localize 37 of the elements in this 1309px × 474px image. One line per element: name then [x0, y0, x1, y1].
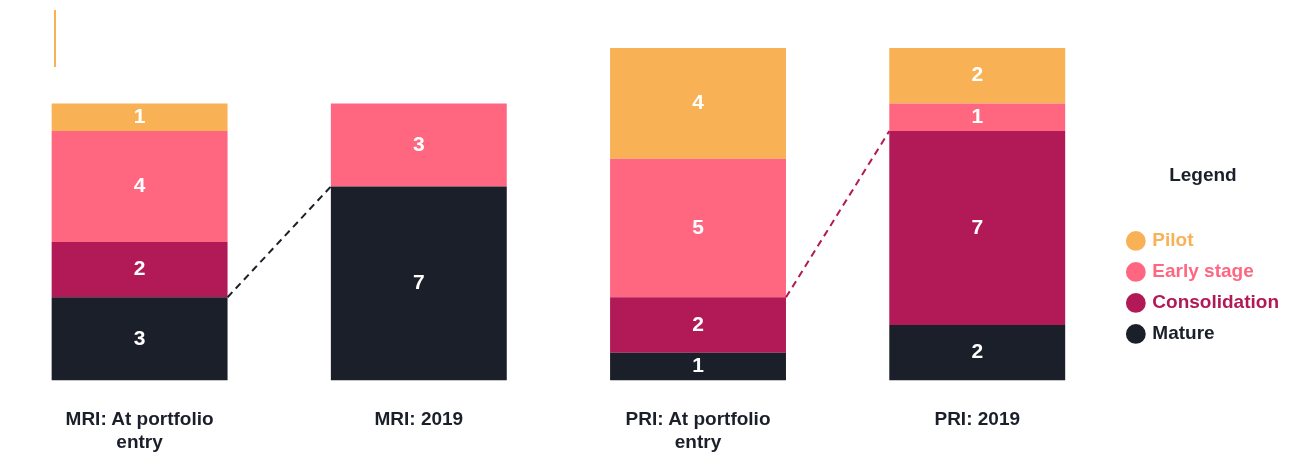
bar — [51, 103, 228, 132]
data-label: 2 — [971, 339, 984, 363]
bar — [51, 131, 228, 242]
bar — [610, 158, 786, 298]
bar — [889, 103, 1066, 132]
x-tick-label: PRI: 2019 — [934, 408, 1021, 430]
data-label: 1 — [971, 104, 984, 128]
bar — [889, 325, 1066, 381]
bar — [610, 297, 786, 353]
legend-label: Consolidation — [1152, 291, 1279, 313]
bar — [889, 131, 1066, 325]
data-label: 2 — [692, 311, 704, 335]
data-label: 4 — [133, 173, 146, 197]
data-label: 2 — [133, 256, 146, 280]
legend-title: Legend — [1169, 164, 1237, 186]
data-label: 4 — [692, 90, 705, 114]
data-label: 3 — [133, 325, 146, 349]
legend-label: Mature — [1152, 322, 1215, 344]
data-label: 1 — [692, 353, 705, 377]
bar — [610, 48, 786, 159]
data-label: 2 — [971, 62, 984, 86]
bar — [51, 241, 228, 298]
x-tick-label: PRI: At portfolio entry — [625, 408, 771, 452]
bar — [51, 297, 228, 381]
x-tick-label: MRI: At portfolio entry — [65, 408, 214, 452]
bar — [330, 103, 507, 187]
data-label: 7 — [412, 270, 425, 294]
data-label: 5 — [692, 214, 705, 238]
data-label: 1 — [133, 104, 146, 128]
bar — [610, 352, 786, 381]
legend-label: Early stage — [1152, 260, 1254, 282]
legend-label: Pilot — [1152, 229, 1195, 251]
bar — [889, 48, 1066, 104]
data-label: 3 — [412, 131, 425, 155]
bar — [330, 186, 507, 381]
x-tick-label: MRI: 2019 — [374, 408, 464, 430]
data-label: 7 — [971, 214, 984, 238]
